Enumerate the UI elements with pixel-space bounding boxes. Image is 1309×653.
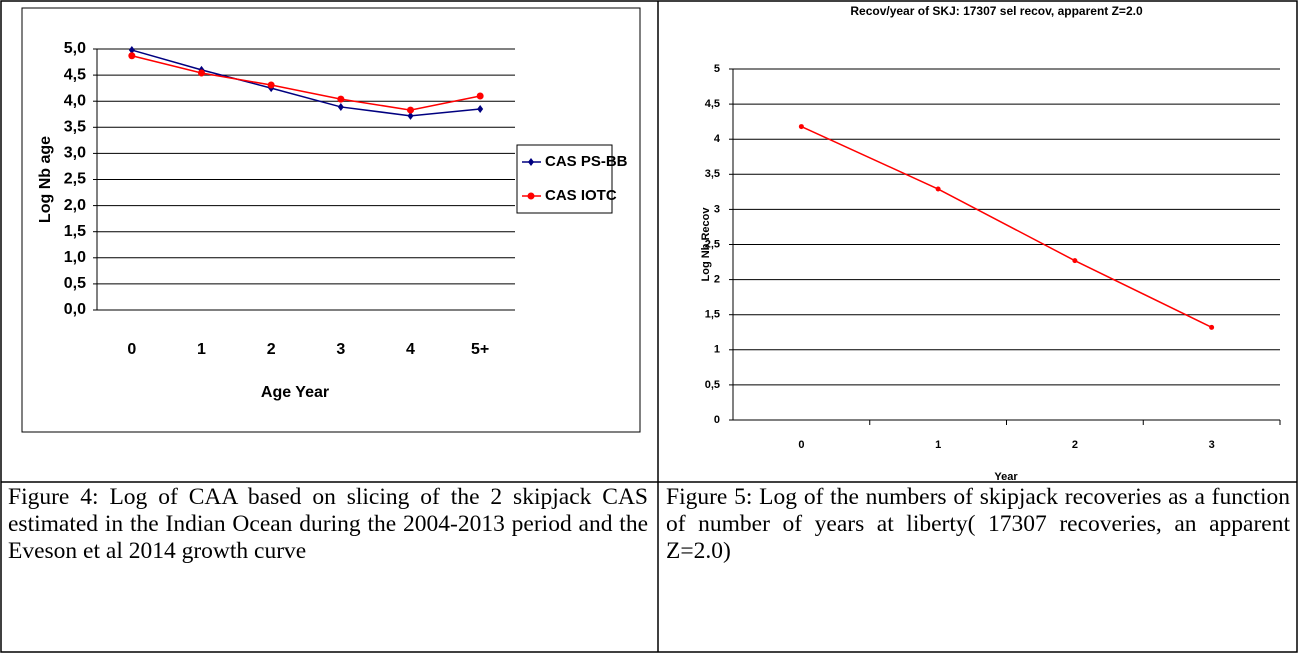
x-tick-label: 5+ (471, 341, 489, 358)
x-tick-label: 3 (1209, 439, 1215, 451)
marker (407, 106, 414, 114)
y-tick-label: 1,0 (64, 249, 86, 266)
y-tick-label: 4,5 (705, 98, 720, 110)
y-tick-label: 1,5 (64, 223, 86, 240)
marker (267, 81, 275, 89)
x-tick-label: 1 (197, 341, 206, 358)
legend-label: CAS IOTC (545, 187, 617, 204)
series-line (131, 49, 481, 117)
legend-marker (528, 158, 534, 166)
y-tick-label: 2,0 (64, 197, 86, 214)
y-tick-label: 0,5 (64, 275, 86, 292)
marker (798, 124, 804, 130)
x-tick-label: 2 (1072, 439, 1078, 451)
marker (935, 186, 941, 192)
legend-marker (527, 192, 535, 200)
y-tick-label: 4,0 (64, 92, 86, 109)
y-tick-label: 2 (714, 274, 720, 286)
caption: Figure 5: Log of the numbers of skipjack… (666, 484, 1290, 564)
y-tick-label: 5 (714, 63, 720, 75)
series-line (801, 125, 1212, 329)
x-tick-label: 0 (127, 341, 136, 358)
y-tick-label: 5,0 (64, 40, 86, 57)
marker (198, 69, 205, 77)
y-tick-label: 4 (714, 133, 721, 145)
marker (337, 102, 344, 111)
marker (337, 95, 345, 103)
y-tick-label: 3,5 (64, 119, 86, 136)
y-axis-label: Log Nb age (37, 136, 54, 223)
y-tick-label: 4,5 (64, 66, 86, 83)
chart-title: Recov/year of SKJ: 17307 sel recov, appa… (850, 4, 1143, 18)
y-tick-label: 2,5 (705, 238, 720, 250)
marker (1209, 324, 1215, 330)
x-tick-label: 1 (935, 439, 941, 451)
marker (407, 111, 414, 120)
y-tick-label: 3 (714, 203, 720, 215)
y-tick-label: 1,5 (705, 309, 720, 321)
marker (476, 92, 484, 100)
legend-label: CAS PS-BB (545, 153, 628, 170)
y-axis-label: Log Nb Recov (700, 207, 712, 282)
marker (128, 52, 136, 60)
series-line (131, 55, 481, 111)
x-axis-label: Age Year (261, 384, 329, 401)
y-tick-label: 1 (714, 344, 720, 356)
y-tick-label: 3,0 (64, 145, 86, 162)
x-tick-label: 0 (798, 439, 804, 451)
marker (477, 105, 484, 114)
marker (128, 46, 135, 55)
x-axis-label: Year (994, 471, 1018, 483)
y-tick-label: 0,5 (705, 379, 720, 391)
x-tick-label: 2 (267, 341, 276, 358)
y-tick-label: 0 (714, 414, 720, 426)
marker (1072, 258, 1078, 264)
y-tick-label: 2,5 (64, 171, 86, 188)
legend-box (516, 144, 613, 214)
x-tick-label: 3 (336, 341, 345, 358)
y-tick-label: 3,5 (705, 168, 720, 180)
y-tick-label: 0,0 (64, 301, 86, 318)
caption: Figure 4: Log of CAA based on slicing of… (8, 484, 648, 564)
chart-frame (21, 7, 641, 433)
x-tick-label: 4 (406, 341, 415, 358)
